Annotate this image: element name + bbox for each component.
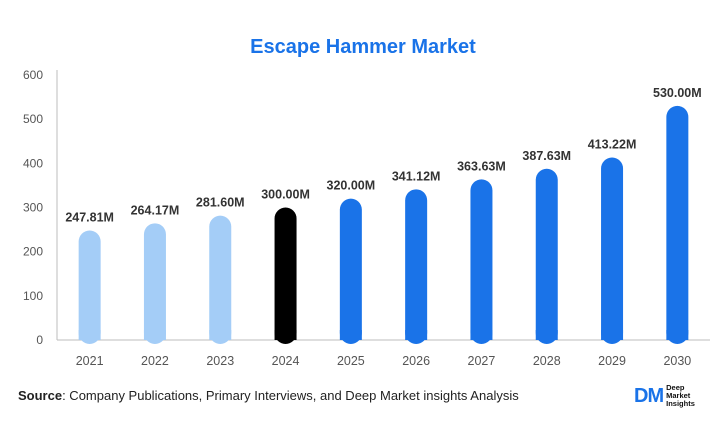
y-tick-label: 300 bbox=[23, 201, 43, 215]
bar-base bbox=[274, 330, 297, 340]
logo-mark: DM bbox=[634, 384, 664, 407]
bar bbox=[274, 207, 297, 344]
source-key: Source bbox=[18, 388, 63, 403]
bar bbox=[666, 105, 689, 345]
x-tick-label: 2027 bbox=[468, 354, 496, 368]
bars bbox=[78, 105, 689, 345]
logo-line-2: Market bbox=[666, 391, 691, 400]
data-label: 530.00M bbox=[653, 86, 702, 100]
x-tick-label: 2026 bbox=[402, 354, 430, 368]
data-label: 413.22M bbox=[588, 137, 637, 151]
bar bbox=[209, 215, 232, 344]
bar-base bbox=[405, 330, 428, 340]
bar bbox=[143, 223, 166, 344]
axes: 0 100 200 300 400 500 600 2021 2022 2023 2024 2025 2… bbox=[23, 68, 710, 368]
y-tick-label: 0 bbox=[36, 333, 43, 347]
bar bbox=[78, 230, 101, 344]
logo-line-1: Deep bbox=[666, 383, 685, 392]
chart-area: 0 100 200 300 400 500 600 2021 2022 2023 2024 2025 2… bbox=[23, 68, 710, 368]
data-label: 281.60M bbox=[196, 196, 245, 210]
logo-line-3: Insights bbox=[666, 399, 695, 408]
bar-base bbox=[601, 330, 624, 340]
x-tick-label: 2029 bbox=[598, 354, 626, 368]
data-labels: 247.81M 264.17M 281.60M 300.00M 320.00M 341.1… bbox=[65, 86, 701, 225]
data-label: 363.63M bbox=[457, 159, 506, 173]
y-tick-label: 500 bbox=[23, 112, 43, 126]
data-label: 300.00M bbox=[261, 188, 310, 202]
data-label: 320.00M bbox=[327, 179, 376, 193]
bar bbox=[405, 189, 428, 344]
bar-base bbox=[339, 330, 362, 340]
y-tick-label: 400 bbox=[23, 156, 43, 170]
x-tick-label: 2022 bbox=[141, 354, 169, 368]
bar bbox=[470, 179, 493, 344]
bar bbox=[339, 198, 362, 344]
bar bbox=[601, 157, 624, 344]
brand-logo: DM Deep Market Insights bbox=[634, 384, 695, 408]
bar-base bbox=[470, 330, 493, 340]
bar-base bbox=[666, 330, 689, 340]
chart-title: Escape Hammer Market bbox=[250, 36, 476, 58]
x-tick-label: 2025 bbox=[337, 354, 365, 368]
data-label: 264.17M bbox=[131, 203, 180, 217]
x-tick-label: 2024 bbox=[272, 354, 300, 368]
y-tick-label: 100 bbox=[23, 289, 43, 303]
data-label: 247.81M bbox=[65, 211, 114, 225]
x-tick-label: 2021 bbox=[76, 354, 104, 368]
source-text: : Company Publications, Primary Intervie… bbox=[62, 388, 519, 403]
logo-text: Deep Market Insights bbox=[666, 384, 695, 408]
source-note: Source: Company Publications, Primary In… bbox=[18, 388, 519, 403]
bar-base bbox=[209, 330, 232, 340]
y-tick-label: 600 bbox=[23, 68, 43, 82]
bar-base bbox=[143, 330, 166, 340]
bar-base bbox=[535, 330, 558, 340]
bar bbox=[535, 168, 558, 344]
data-label: 387.63M bbox=[522, 149, 571, 163]
data-label: 341.12M bbox=[392, 169, 441, 183]
bar-base bbox=[78, 330, 101, 340]
x-tick-label: 2023 bbox=[206, 354, 234, 368]
x-tick-label: 2030 bbox=[663, 354, 691, 368]
y-tick-label: 200 bbox=[23, 245, 43, 259]
x-tick-label: 2028 bbox=[533, 354, 561, 368]
